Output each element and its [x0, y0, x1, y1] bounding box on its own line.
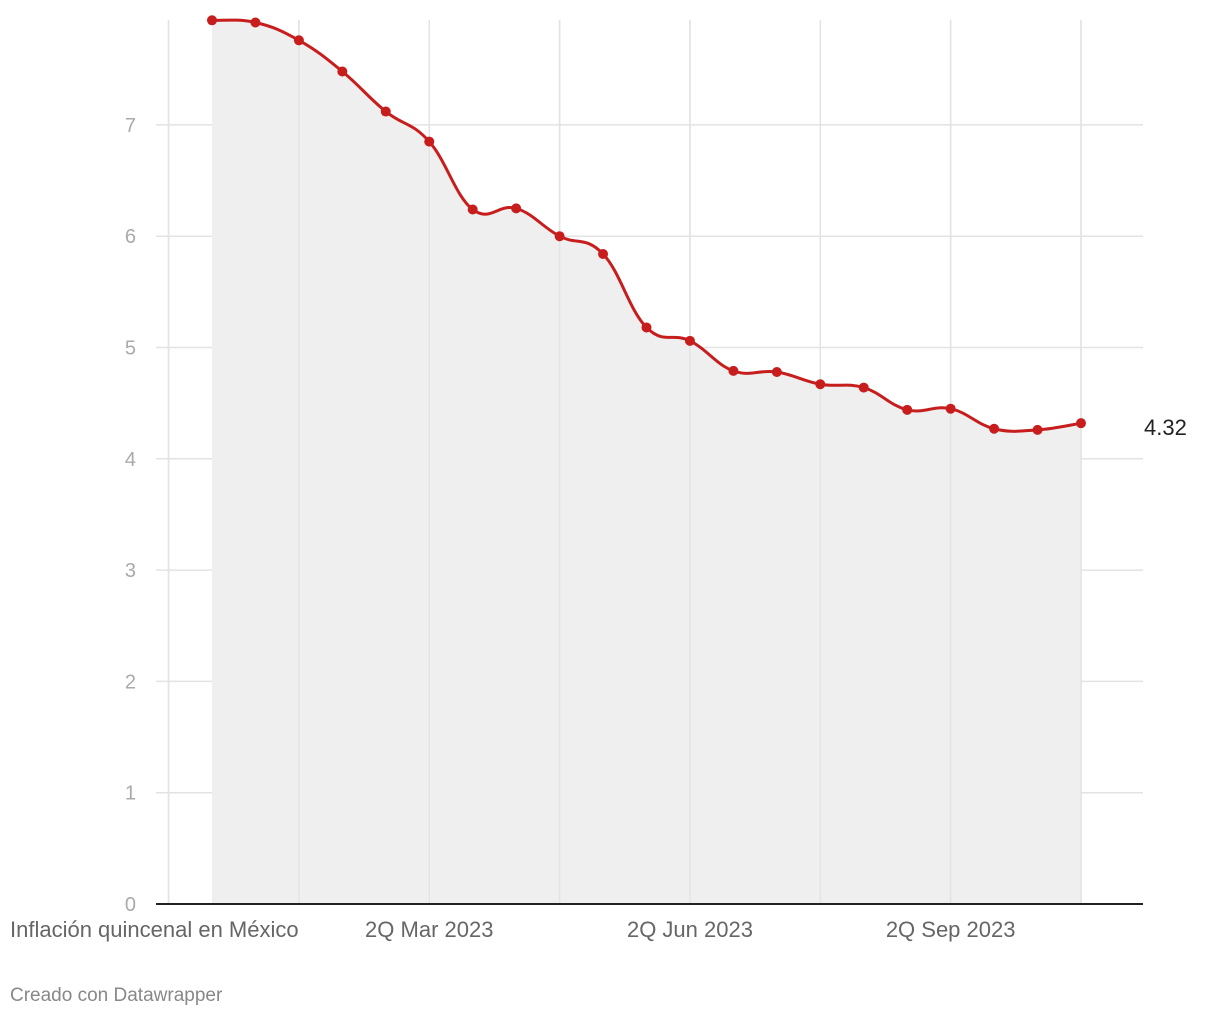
- data-point: [902, 404, 913, 415]
- data-point: [598, 249, 609, 260]
- x-tick-label: 2Q Sep 2023: [886, 917, 1016, 942]
- data-point: [207, 15, 217, 26]
- y-tick-label: 2: [125, 671, 136, 693]
- data-point: [989, 423, 1000, 434]
- x-tick-label: 2Q Jun 2023: [627, 917, 753, 942]
- data-point: [858, 382, 869, 393]
- y-tick-label: 3: [125, 560, 136, 582]
- inflation-line-chart: 0 1 2 3 4 5 6 7 Inflación quincenal en México 2…: [10, 15, 1187, 942]
- y-tick-label: 1: [125, 783, 136, 805]
- x-tick-label: 2Q Mar 2023: [365, 917, 493, 942]
- credit-footer: Creado con Datawrapper: [10, 985, 223, 1006]
- data-point: [380, 106, 391, 117]
- end-value-label: 4.32: [1144, 415, 1187, 440]
- data-point: [554, 231, 565, 242]
- data-point: [1076, 418, 1086, 429]
- data-point: [728, 365, 739, 376]
- data-point: [250, 17, 261, 28]
- y-tick-label: 7: [125, 115, 136, 137]
- x-axis-left-label: Inflación quincenal en México: [10, 917, 299, 942]
- data-point: [511, 203, 522, 214]
- data-point: [467, 204, 478, 215]
- data-point: [771, 366, 782, 377]
- data-point: [1032, 424, 1043, 435]
- x-axis-ticks: 2Q Mar 2023 2Q Jun 2023 2Q Sep 2023: [365, 917, 1015, 942]
- series-line: [211, 18, 1082, 433]
- y-tick-label: 5: [125, 338, 136, 360]
- y-axis-ticks: 0 1 2 3 4 5 6 7: [125, 115, 136, 916]
- data-point: [945, 403, 956, 414]
- y-tick-label: 6: [125, 226, 136, 248]
- data-points: [207, 15, 1086, 435]
- data-point: [337, 66, 348, 77]
- y-tick-label: 0: [125, 894, 136, 916]
- data-point: [424, 136, 435, 147]
- data-point: [641, 322, 652, 333]
- vertical-gridlines-overlay: [167, 20, 1082, 904]
- data-point: [815, 379, 826, 390]
- data-point: [684, 335, 695, 346]
- y-tick-label: 4: [125, 449, 136, 471]
- data-point: [293, 35, 304, 46]
